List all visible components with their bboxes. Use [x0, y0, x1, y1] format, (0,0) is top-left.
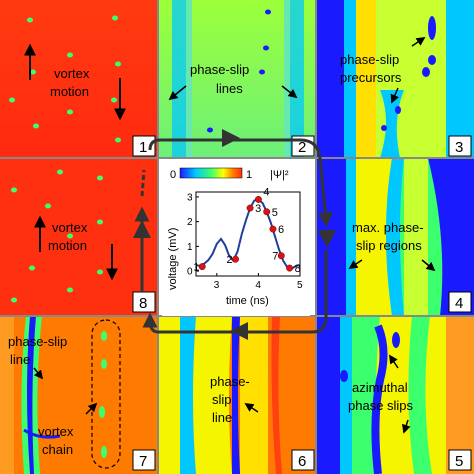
chart-point-label-7: 7: [272, 251, 278, 263]
panel-2-annotation-1: phase-slip: [190, 62, 249, 77]
panel-3-annotation-2: precursors: [340, 70, 402, 85]
colorbar-max: 1: [246, 169, 252, 181]
colorbar: 0 1 |Ψ|²: [170, 167, 289, 181]
chart-point-2: [232, 255, 239, 263]
chart-point-3: [246, 204, 254, 212]
chart-ytick-label-1: 1: [187, 242, 193, 253]
panel-4-annotation-2: slip regions: [356, 238, 422, 253]
panel-7-annotation-4: chain: [42, 442, 73, 457]
chart-xtick-label-4: 4: [255, 280, 261, 291]
colorbar-min: 0: [170, 169, 176, 181]
chart-point-label-1: 1: [193, 262, 199, 274]
panel-1-vortices: [9, 15, 121, 143]
panel-4: max. phase- slip regions 4: [316, 158, 474, 316]
panel-2-vortices: [207, 9, 271, 133]
chart-ytick-label-2: 2: [187, 217, 193, 228]
panel-6-annotation-3: line: [212, 410, 232, 425]
panel-6-annotation-2: slip: [212, 392, 232, 407]
colorbar-gradient: [179, 167, 243, 179]
cycle-arrowhead-right: [222, 129, 240, 147]
panel-2-number: 2: [298, 139, 306, 156]
panel-3-annotation-1: phase-slip: [340, 52, 399, 67]
panel-7-annotation-3: vortex: [38, 424, 74, 439]
cycle-arrowhead-down: [318, 230, 336, 248]
chart-point-6: [269, 225, 277, 233]
voltage-curve: [195, 198, 301, 270]
panel-5-annotation-2: phase slips: [348, 398, 414, 413]
panel-2-annotation-2: lines: [216, 81, 243, 96]
chart-ylabel: voltage (mV): [167, 228, 179, 290]
chart-point-label-5: 5: [272, 207, 278, 219]
panel-4-number: 4: [455, 295, 463, 312]
chart-xlabel: time (ns): [226, 295, 269, 307]
panel-8-annotation-1: vortex: [52, 220, 88, 235]
colorbar-label: |Ψ|²: [270, 169, 289, 181]
panel-7: phase-slip line vortex chain 7: [0, 316, 158, 474]
chart-point-4: [254, 195, 262, 203]
vortex-chain-outline: [91, 319, 121, 469]
panel-5-number: 5: [455, 453, 463, 470]
panel-4-annotation-1: max. phase-: [352, 220, 424, 235]
chart-point-5: [263, 208, 271, 216]
panel-1-annotation-1: vortex: [54, 66, 90, 81]
panel-7-annotation-1: phase-slip: [8, 334, 67, 349]
panel-8-vortices: [11, 169, 103, 303]
panel-8: vortex motion 8: [0, 158, 158, 316]
panel-1-annotation-2: motion: [50, 84, 89, 99]
panel-7-number: 7: [139, 453, 147, 470]
chart-point-label-4: 4: [263, 186, 269, 198]
panel-8-number: 8: [139, 295, 147, 312]
chart-xtick-label-5: 5: [297, 280, 303, 291]
panel-7-annotation-2: line: [10, 352, 30, 367]
chart-xtick-label-3: 3: [214, 280, 220, 291]
chart-point-8: [286, 264, 294, 272]
chart-point-label-2: 2: [227, 254, 233, 266]
panel-1: vortex motion 1: [0, 0, 158, 158]
panel-6-annotation-1: phase-: [210, 374, 250, 389]
cycle-arrowhead-up: [133, 220, 151, 238]
panel-8-annotation-2: motion: [48, 238, 87, 253]
panel-5: azimuthal phase slips 5: [316, 316, 474, 474]
chart-point-label-6: 6: [278, 224, 284, 236]
chart-point-label-3: 3: [255, 203, 261, 215]
cycle-arrowhead-left: [230, 322, 248, 340]
panel-3: phase-slip precursors 3: [316, 0, 474, 158]
chart-ytick-label-0: 0: [187, 267, 193, 278]
panel-6: phase- slip line 6: [158, 316, 316, 474]
panel-2: phase-slip lines 2: [158, 0, 316, 158]
panel-1-number: 1: [139, 139, 147, 156]
cycle-arrow-bottom: [142, 250, 328, 334]
panel-6-number: 6: [298, 453, 306, 470]
chart-point-label-8: 8: [295, 263, 301, 275]
chart-ytick-label-3: 3: [187, 192, 193, 203]
chart-point-1: [198, 263, 206, 271]
panel-5-annotation-1: azimuthal: [352, 380, 408, 395]
chart-point-7: [277, 252, 285, 260]
cycle-arrow-top: [148, 138, 333, 228]
panel-3-number: 3: [455, 139, 463, 156]
